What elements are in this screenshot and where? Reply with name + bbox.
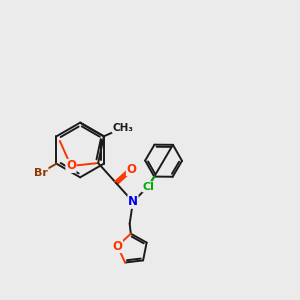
Text: Br: Br xyxy=(34,168,48,178)
Text: CH₃: CH₃ xyxy=(112,123,133,133)
Text: O: O xyxy=(112,239,122,253)
Text: Cl: Cl xyxy=(142,182,154,192)
Text: N: N xyxy=(128,195,138,208)
Text: O: O xyxy=(66,159,76,172)
Text: O: O xyxy=(127,163,136,176)
